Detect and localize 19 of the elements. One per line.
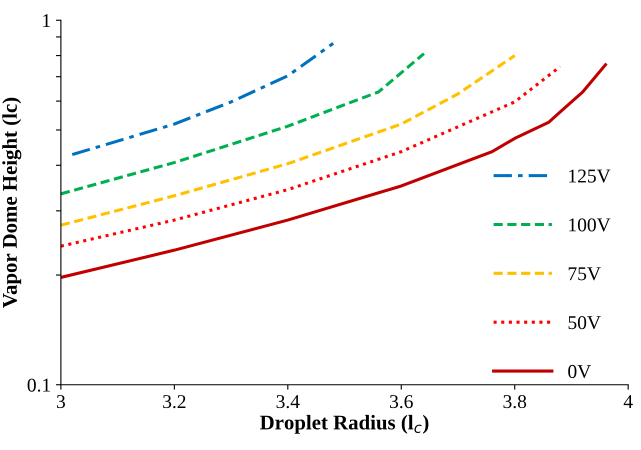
line-series — [70, 42, 335, 156]
x-tick-label: 3 — [56, 395, 65, 408]
x-tick-label: 3.2 — [163, 395, 186, 408]
x-axis-title: Droplet Radius (l$_{c}$) — [260, 414, 428, 434]
x-tick-label: 3.4 — [276, 395, 300, 408]
y-axis-title: Vapor Dome Height (lc) — [2, 98, 22, 308]
legend-label: 75V — [568, 267, 601, 280]
x-tick-label: 3.6 — [390, 395, 413, 408]
line-series — [60, 65, 562, 248]
x-tick-label: 3.8 — [504, 395, 526, 408]
x-tick-label: 4 — [624, 395, 633, 408]
y-tick-label: 0.1 — [28, 378, 50, 392]
y-tick-label: 1 — [43, 14, 50, 27]
legend-label: 50V — [568, 316, 601, 330]
line-series — [60, 54, 516, 227]
legend-label: 100V — [569, 218, 610, 232]
line-series — [60, 52, 426, 196]
legend-label: 0V — [568, 364, 592, 378]
legend-label: 125V — [569, 170, 610, 183]
